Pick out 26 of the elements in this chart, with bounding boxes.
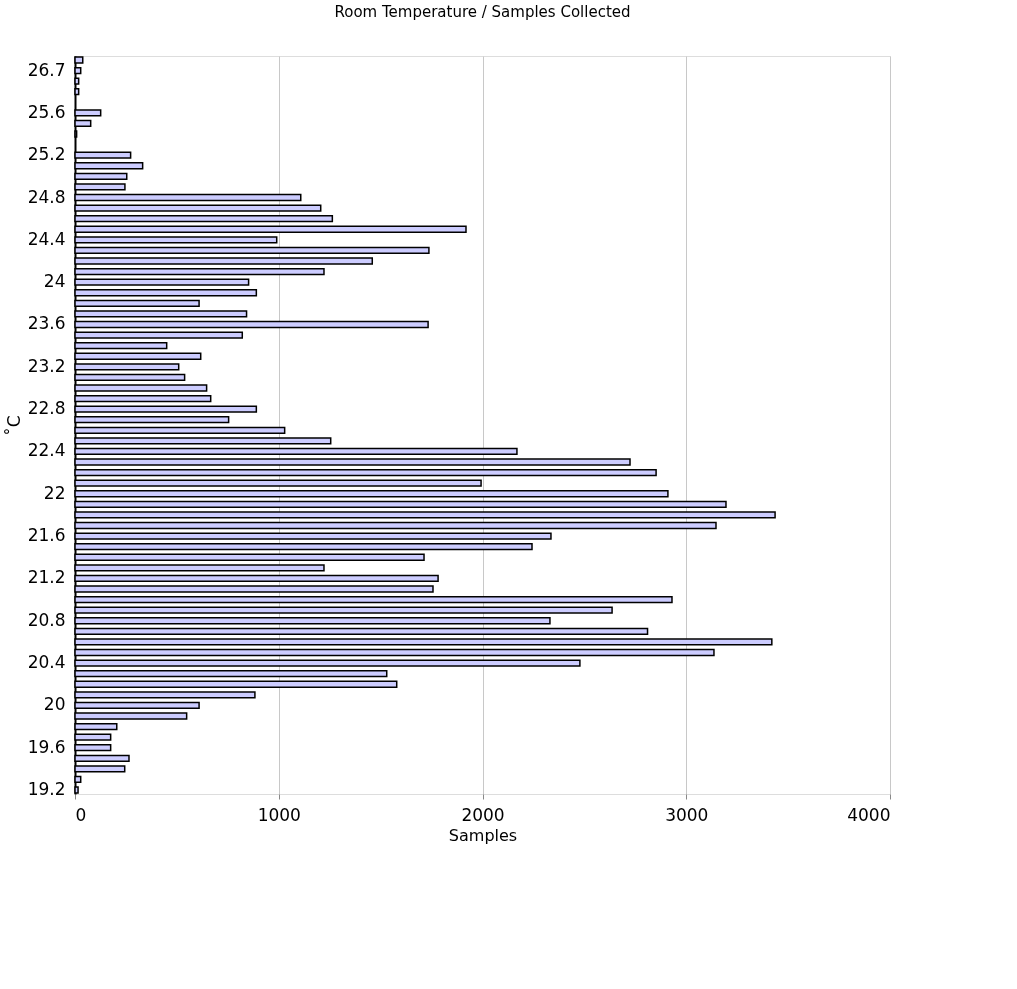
x-tick-label: 4000 <box>847 804 891 825</box>
y-tick-label: 20 <box>43 694 66 715</box>
x-tick-label: 3000 <box>665 804 709 825</box>
y-tick-label: 25.6 <box>27 101 66 122</box>
y-tick-label: 24.4 <box>27 228 66 249</box>
y-tick-label: 20.4 <box>27 652 66 673</box>
y-tick-label: 19.2 <box>27 779 66 800</box>
y-tick-label: 19.6 <box>27 736 66 757</box>
y-tick-label: 22 <box>43 482 66 503</box>
y-tick-label: 22.4 <box>27 440 66 461</box>
y-tick-label: 20.8 <box>27 609 66 630</box>
y-tick-label: 21.6 <box>27 525 66 546</box>
y-tick-label: 23.2 <box>27 355 66 376</box>
y-axis-title: ˚C <box>3 415 24 436</box>
y-tick-label: 24.8 <box>27 186 66 207</box>
x-axis-title: Samples <box>448 825 518 845</box>
y-tick-label: 21.2 <box>27 567 66 588</box>
y-tick-label: 24 <box>43 271 66 292</box>
x-tick-label: 1000 <box>257 804 301 825</box>
x-tick-label: 2000 <box>461 804 505 825</box>
x-tick-label: 0 <box>75 804 87 825</box>
chart-title: Room Temperature / Samples Collected <box>334 3 631 22</box>
y-tick-label: 26.7 <box>27 59 66 80</box>
y-tick-label: 22.8 <box>27 398 66 419</box>
y-tick-label: 25.2 <box>27 144 66 165</box>
y-tick-label: 23.6 <box>27 313 66 334</box>
